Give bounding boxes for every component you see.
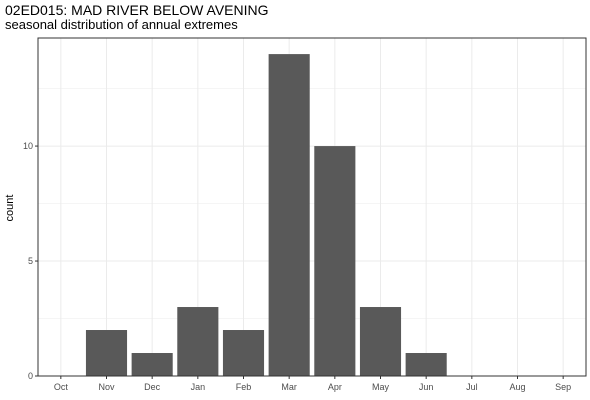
bars (85, 54, 447, 376)
bar-jan (177, 307, 219, 376)
chart-subtitle: seasonal distribution of annual extremes (5, 17, 238, 32)
y-axis: 0 5 10 (23, 141, 38, 381)
bar-may (359, 307, 402, 376)
y-axis-title: count (4, 195, 16, 222)
bar-mar (268, 54, 310, 376)
x-tick-label: Jul (466, 382, 478, 392)
y-tick-label: 0 (28, 371, 33, 381)
x-tick-label: Feb (236, 382, 252, 392)
x-tick-label: Jun (419, 382, 434, 392)
x-tick-label: Aug (509, 382, 525, 392)
bar-jun (405, 353, 447, 376)
y-tick-label: 5 (28, 256, 33, 266)
x-tick-label: Mar (281, 382, 297, 392)
x-tick-label: Apr (328, 382, 342, 392)
major-gridlines (38, 38, 586, 377)
bar-feb (222, 330, 265, 376)
bar-apr (314, 146, 356, 376)
bar-nov (85, 330, 128, 376)
x-tick-label: Oct (54, 382, 69, 392)
panel-border (37, 37, 587, 377)
minor-gridlines (38, 88, 586, 319)
x-tick-label: May (372, 382, 390, 392)
x-tick-label: Sep (555, 382, 571, 392)
x-axis: Oct Nov Dec Jan Feb Mar Apr May Jun Jul Aug Sep (54, 376, 571, 392)
x-tick-label: Jan (191, 382, 206, 392)
x-tick-label: Dec (144, 382, 161, 392)
bar-dec (131, 353, 173, 376)
y-tick-label: 10 (23, 141, 33, 151)
x-tick-label: Nov (98, 382, 115, 392)
chart-title: 02ED015: MAD RIVER BELOW AVENING (5, 2, 269, 18)
